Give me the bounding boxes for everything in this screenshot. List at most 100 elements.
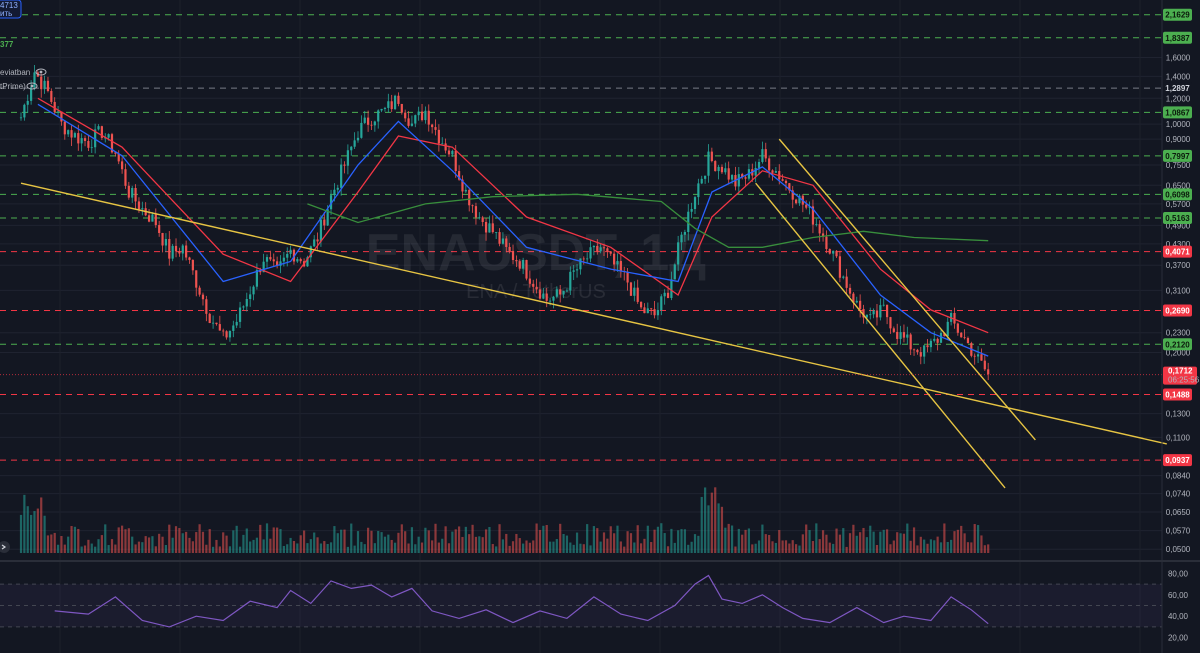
candle-body [336, 187, 339, 190]
volume-bar [747, 528, 751, 553]
candle-body [458, 171, 461, 180]
volume-bar [316, 537, 319, 553]
candle-body [83, 138, 87, 141]
volume-bar [589, 545, 592, 553]
price-tick-label: 1,2000 [1166, 94, 1191, 103]
candle-body [592, 245, 595, 248]
collapse-arrow-icon[interactable] [0, 541, 10, 553]
candle-body [542, 293, 545, 299]
volume-bar [26, 506, 29, 553]
price-tick-label: 0,2300 [1166, 329, 1191, 338]
candle-body [761, 149, 764, 162]
volume-bar [259, 524, 262, 553]
price-level-tag-label: 0,4071 [1165, 248, 1190, 257]
volume-bar [784, 540, 788, 553]
volume-bar [400, 524, 403, 553]
candle-body [673, 264, 676, 280]
candle-body [575, 269, 579, 271]
price-level-tag [1163, 338, 1192, 351]
volume-bar [501, 539, 505, 553]
legend[interactable]: 4713 ить 377 eviatban tPrime) [0, 0, 47, 91]
volume-bar [67, 536, 70, 553]
candle-body [282, 257, 285, 262]
candle-body [848, 287, 852, 294]
volume-bar [542, 525, 545, 553]
candle-body [370, 124, 373, 126]
volume-bar [966, 542, 970, 553]
candle-body [505, 238, 508, 247]
candle-body [946, 321, 949, 337]
moving-average-line [37, 103, 989, 357]
volume-bar [832, 543, 835, 553]
candle-body [865, 314, 868, 318]
candle-body [60, 111, 63, 122]
volume-bar [94, 546, 97, 553]
volume-bar [653, 529, 656, 553]
volume-bar [201, 531, 205, 553]
legend-box[interactable] [0, 0, 22, 19]
volume-bar [663, 533, 666, 553]
candle-body [885, 304, 889, 318]
candle-body [451, 150, 454, 155]
price-tick-label: 0,9000 [1166, 135, 1191, 144]
candle-body [195, 270, 198, 288]
candle-body [350, 146, 353, 151]
volume-bar [238, 546, 242, 553]
candle-body [821, 233, 825, 237]
candle-body [488, 223, 491, 233]
volume-bar [902, 533, 906, 553]
volume-bar [208, 529, 211, 553]
price-level-tag-label: 0,1488 [1165, 390, 1190, 399]
candle-body [164, 239, 168, 246]
candle-body [666, 292, 670, 298]
candle-body [201, 294, 205, 300]
candle-body [424, 110, 427, 121]
volume-bar [276, 527, 279, 553]
rsi-axis[interactable]: 80,00 60,00 40,00 20,00 [1168, 569, 1189, 642]
price-tick-label: 0,6500 [1166, 181, 1191, 190]
candle-body [966, 338, 970, 344]
price-tick-label: 1,4000 [1166, 72, 1191, 81]
volume-bar [916, 545, 919, 553]
candle-body [316, 239, 319, 242]
candle-body [757, 161, 761, 168]
candle-body [771, 170, 774, 173]
candle-body [535, 286, 538, 290]
candle-body [835, 250, 838, 257]
volume-bar [936, 536, 939, 553]
volume-bar [919, 536, 922, 553]
volume-bar [838, 534, 842, 553]
candle-body [555, 289, 558, 297]
price-axis[interactable]: 1,6000 1,4000 1,2000 1,0000 0,9000 0,7500 0,65… [1163, 8, 1200, 555]
trendline [778, 138, 1036, 441]
eye-icon[interactable] [26, 82, 38, 90]
candle-body [939, 333, 943, 343]
volume-bar [110, 539, 114, 553]
last-price-tag [1163, 366, 1197, 385]
candle-body [73, 133, 77, 138]
candle-body [569, 271, 572, 291]
volume-bar [340, 529, 343, 553]
candle-body [383, 107, 387, 109]
candle-body [323, 219, 326, 226]
volume-bar [158, 533, 161, 553]
volume-bar [451, 531, 454, 553]
candle-body [255, 269, 258, 287]
volume-bar [121, 525, 124, 553]
volume-bar [441, 538, 444, 553]
candle-body [289, 249, 292, 254]
volume-bar [579, 543, 582, 553]
eye-icon[interactable] [35, 68, 47, 76]
price-tick-label: 0,0840 [1166, 472, 1191, 481]
candle-body [346, 150, 349, 166]
volume-bar [488, 527, 491, 553]
candle-body [181, 245, 184, 254]
candle-body [741, 174, 744, 178]
volume-bar [845, 546, 848, 553]
candle-body [704, 175, 707, 179]
candle-body [525, 259, 528, 279]
trendlines[interactable] [20, 138, 1167, 489]
volume-bar [946, 541, 949, 553]
candle-body [232, 325, 235, 331]
